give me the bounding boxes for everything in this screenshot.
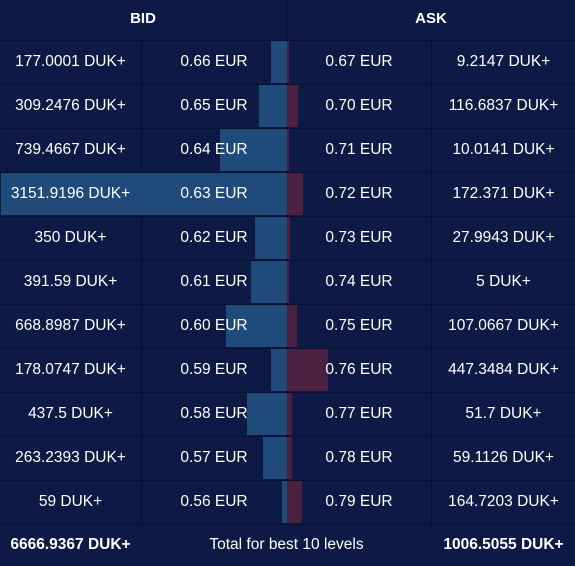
bid-volume: 59 DUK+ — [38, 493, 103, 510]
ask-volume: 116.6837 DUK+ — [448, 97, 559, 114]
order-level-row[interactable]: 668.8987 DUK+ 0.60 EUR 0.75 EUR 107.0667 DU… — [0, 304, 575, 348]
bid-total: 6666.9367 DUK+ — [10, 536, 131, 553]
bid-depth-bar — [0, 173, 287, 215]
bid-volume: 739.4667 DUK+ — [15, 141, 126, 158]
bid-price: 0.66 EUR — [180, 53, 248, 70]
order-level-row[interactable]: 739.4667 DUK+ 0.64 EUR 0.71 EUR 10.0141 DUK… — [0, 128, 575, 172]
order-level-row[interactable]: 177.0001 DUK+ 0.66 EUR 0.67 EUR 9.2147 DUK+ — [0, 40, 575, 84]
order-level-row[interactable]: 263.2393 DUK+ 0.57 EUR 0.78 EUR 59.1126 DUK… — [0, 436, 575, 480]
ask-volume: 10.0141 DUK+ — [452, 141, 555, 158]
bid-depth-bar — [258, 85, 287, 127]
bid-price: 0.65 EUR — [180, 97, 248, 114]
ask-depth-bar — [286, 41, 289, 83]
ask-price: 0.73 EUR — [325, 229, 393, 246]
bid-depth-bar — [262, 437, 287, 479]
ask-volume: 59.1126 DUK+ — [453, 449, 554, 466]
row-divider — [0, 348, 575, 349]
column-divider — [431, 40, 432, 524]
bid-price: 0.61 EUR — [180, 273, 248, 290]
row-divider — [0, 40, 575, 41]
bid-price: 0.62 EUR — [180, 229, 248, 246]
ask-volume: 51.7 DUK+ — [465, 405, 542, 422]
order-level-row[interactable]: 350 DUK+ 0.62 EUR 0.73 EUR 27.9943 DUK+ — [0, 216, 575, 260]
bid-volume: 178.0747 DUK+ — [15, 361, 126, 378]
order-level-row[interactable]: 3151.9196 DUK+ 0.63 EUR 0.72 EUR 172.371 DU… — [0, 172, 575, 216]
ask-volume: 27.9943 DUK+ — [452, 229, 555, 246]
ask-depth-bar — [286, 349, 328, 391]
ask-depth-bar — [286, 393, 292, 435]
ask-total: 1006.5055 DUK+ — [443, 536, 564, 553]
row-divider — [0, 524, 575, 525]
ask-volume: 447.3484 DUK+ — [448, 361, 559, 378]
bid-depth-bar — [250, 261, 287, 303]
bid-price: 0.60 EUR — [180, 317, 248, 334]
row-divider — [0, 436, 575, 437]
ask-header: ASK — [415, 10, 447, 27]
bid-volume: 263.2393 DUK+ — [15, 449, 126, 466]
bid-price: 0.63 EUR — [180, 185, 248, 202]
ask-depth-bar — [286, 261, 289, 303]
bid-depth-bar — [254, 217, 287, 259]
bid-volume: 350 DUK+ — [34, 229, 107, 246]
order-level-row[interactable]: 437.5 DUK+ 0.58 EUR 0.77 EUR 51.7 DUK+ — [0, 392, 575, 436]
ask-depth-bar — [286, 481, 302, 523]
ask-price: 0.67 EUR — [325, 53, 393, 70]
ask-depth-bar — [286, 305, 297, 347]
row-divider — [0, 260, 575, 261]
ask-volume: 9.2147 DUK+ — [456, 53, 551, 70]
order-level-row[interactable]: 309.2476 DUK+ 0.65 EUR 0.70 EUR 116.6837 DU… — [0, 84, 575, 128]
ask-price: 0.70 EUR — [325, 97, 393, 114]
bid-volume: 3151.9196 DUK+ — [10, 185, 131, 202]
ask-depth-bar — [286, 129, 289, 171]
ask-volume: 5 DUK+ — [476, 273, 531, 290]
bid-depth-bar — [281, 481, 287, 523]
ask-depth-bar — [286, 437, 292, 479]
ask-price: 0.79 EUR — [325, 493, 393, 510]
ask-volume: 107.0667 DUK+ — [448, 317, 559, 334]
row-divider — [0, 304, 575, 305]
row-divider — [0, 128, 575, 129]
ask-depth-bar — [286, 217, 290, 259]
bid-price: 0.58 EUR — [180, 405, 248, 422]
bid-volume: 437.5 DUK+ — [28, 405, 113, 422]
bid-header: BID — [130, 10, 156, 27]
totals-footer: 6666.9367 DUK+ Total for best 10 levels … — [0, 524, 575, 561]
bid-price: 0.59 EUR — [180, 361, 248, 378]
row-divider — [0, 480, 575, 481]
ask-price: 0.71 EUR — [325, 141, 393, 158]
row-divider — [0, 392, 575, 393]
bid-price: 0.56 EUR — [180, 493, 248, 510]
ask-depth-bar — [286, 173, 303, 215]
ask-price: 0.76 EUR — [325, 361, 393, 378]
totals-label: Total for best 10 levels — [209, 536, 364, 553]
bid-price: 0.57 EUR — [180, 449, 248, 466]
order-level-row[interactable]: 178.0747 DUK+ 0.59 EUR 0.76 EUR 447.3484 DU… — [0, 348, 575, 392]
bid-depth-bar — [270, 41, 287, 83]
order-level-row[interactable]: 391.59 DUK+ 0.61 EUR 0.74 EUR 5 DUK+ — [0, 260, 575, 304]
row-divider — [0, 216, 575, 217]
ask-volume: 172.371 DUK+ — [452, 185, 555, 202]
bid-price: 0.64 EUR — [180, 141, 248, 158]
bid-volume: 309.2476 DUK+ — [15, 97, 126, 114]
bid-depth-bar — [219, 129, 287, 171]
ask-price: 0.78 EUR — [325, 449, 393, 466]
bid-volume: 391.59 DUK+ — [23, 273, 118, 290]
bid-volume: 668.8987 DUK+ — [15, 317, 126, 334]
row-divider — [0, 84, 575, 85]
bid-depth-bar — [225, 305, 287, 347]
ask-price: 0.75 EUR — [325, 317, 393, 334]
ask-depth-bar — [286, 85, 298, 127]
ask-price: 0.72 EUR — [325, 185, 393, 202]
bid-depth-bar — [270, 349, 287, 391]
column-divider — [141, 40, 142, 524]
bid-volume: 177.0001 DUK+ — [15, 53, 126, 70]
row-divider — [0, 172, 575, 173]
ask-price: 0.74 EUR — [325, 273, 393, 290]
order-level-row[interactable]: 59 DUK+ 0.56 EUR 0.79 EUR 164.7203 DUK+ — [0, 480, 575, 524]
bid-depth-bar — [246, 393, 287, 435]
ask-price: 0.77 EUR — [325, 405, 393, 422]
ask-volume: 164.7203 DUK+ — [448, 493, 559, 510]
